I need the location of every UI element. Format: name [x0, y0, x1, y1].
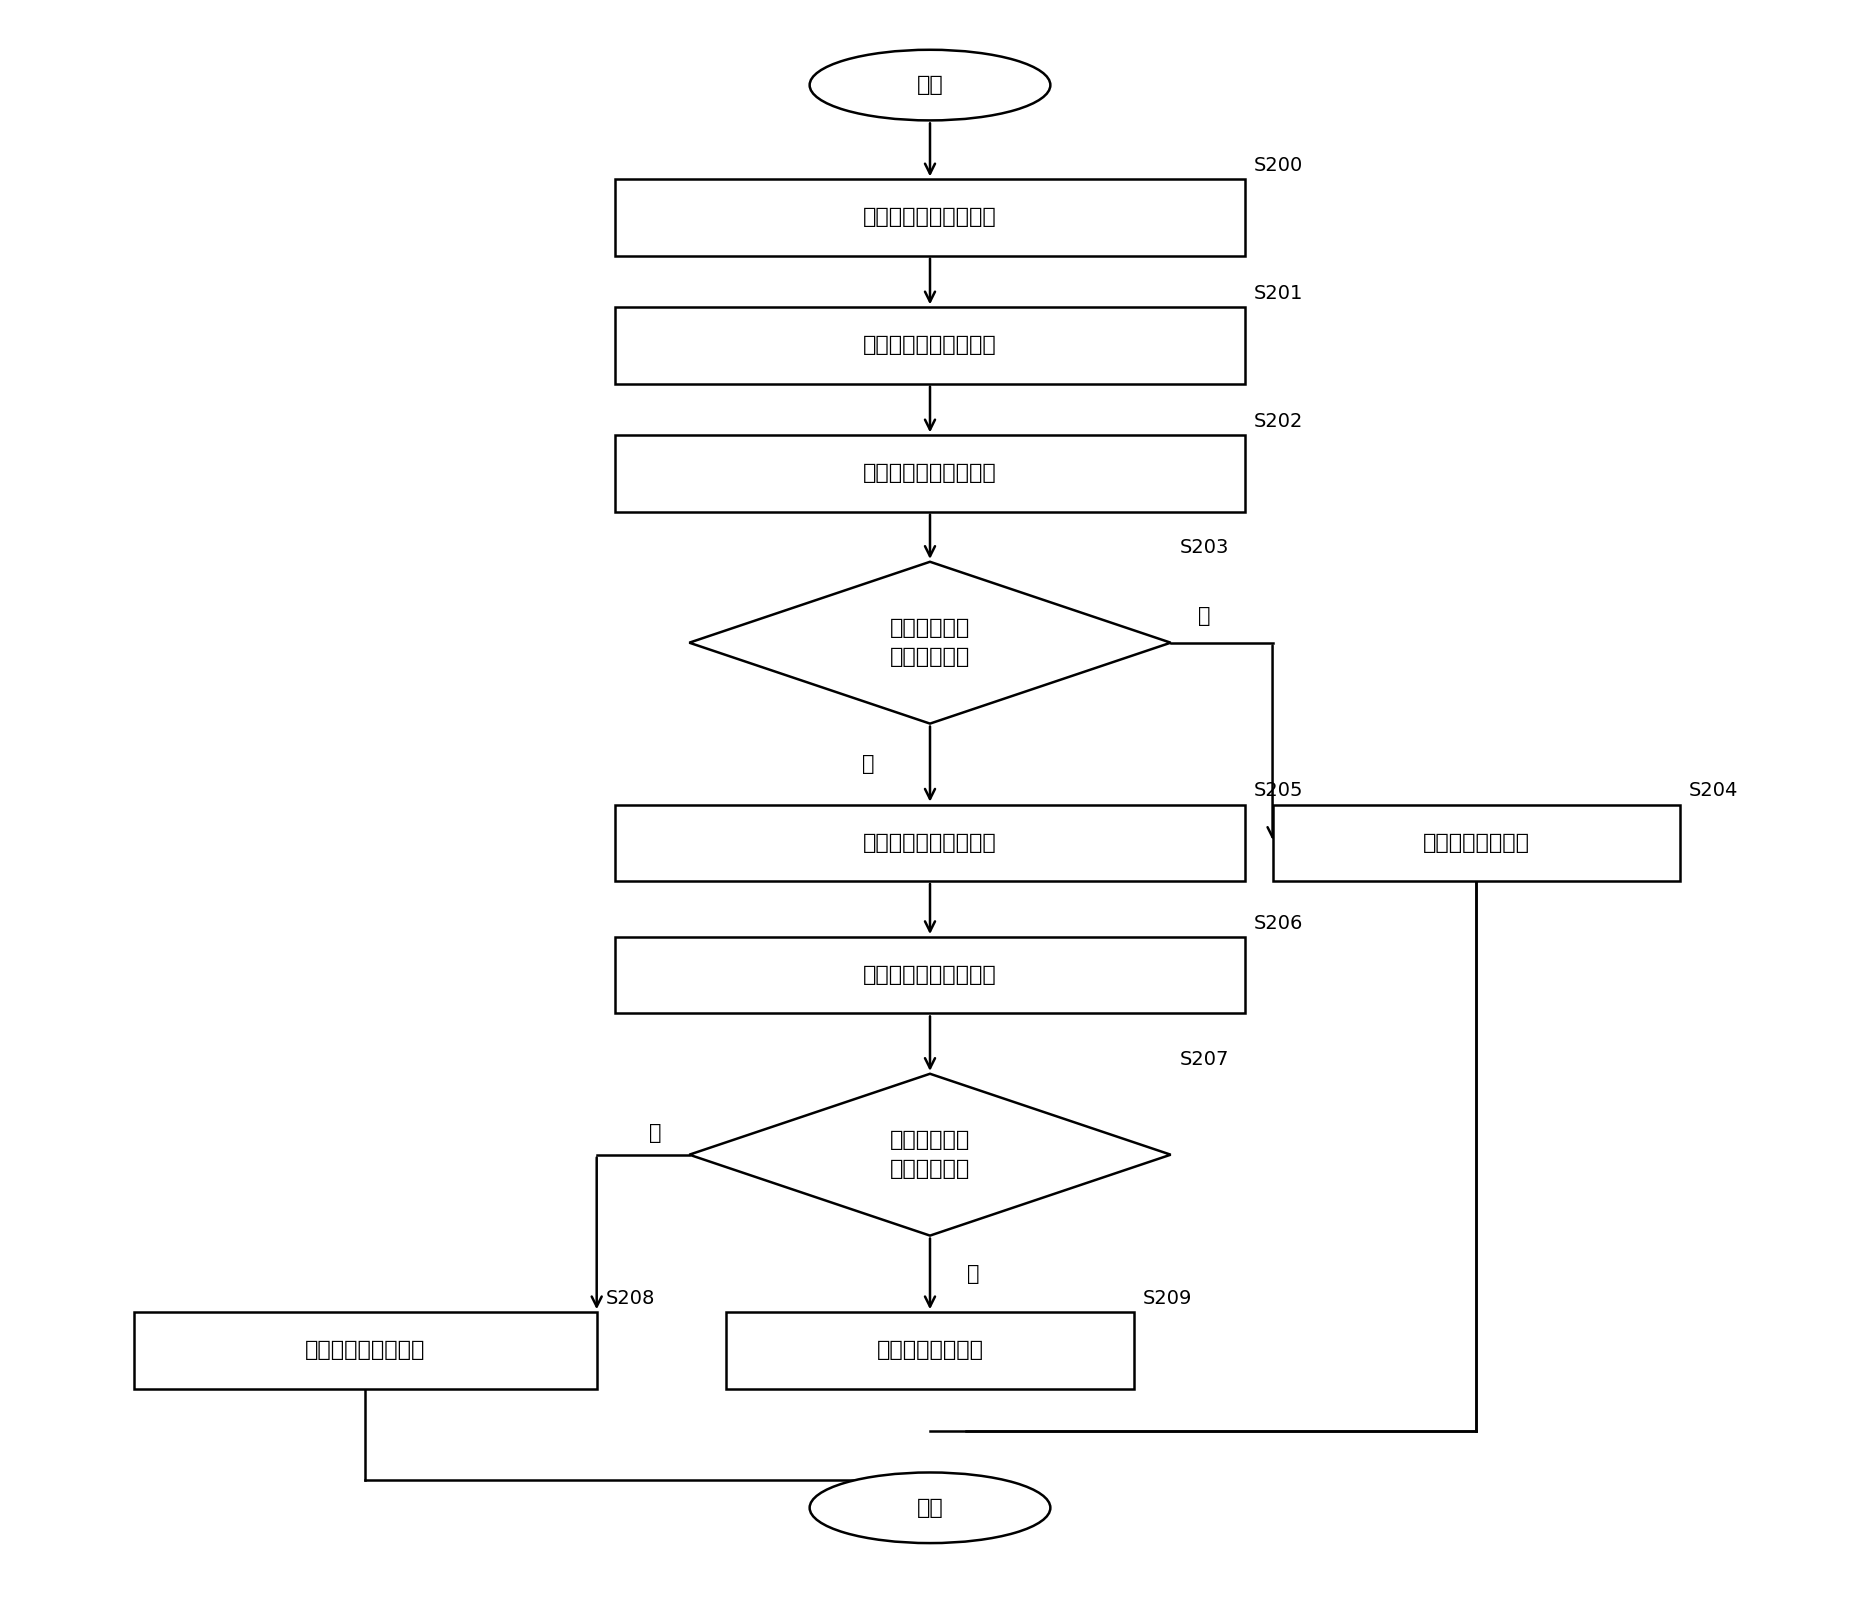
Text: 第一终端获取支付权限: 第一终端获取支付权限 — [863, 335, 997, 356]
Text: 开始: 开始 — [917, 76, 943, 95]
FancyBboxPatch shape — [134, 1312, 597, 1388]
FancyBboxPatch shape — [616, 804, 1244, 882]
Text: 第一终端是否
收到支付通知: 第一终端是否 收到支付通知 — [889, 1130, 971, 1180]
Polygon shape — [690, 1074, 1170, 1236]
Text: S201: S201 — [1254, 284, 1304, 303]
Text: S206: S206 — [1254, 914, 1304, 932]
Text: 结束: 结束 — [917, 1498, 943, 1519]
FancyBboxPatch shape — [1272, 804, 1680, 882]
Text: S203: S203 — [1179, 538, 1229, 558]
Text: S200: S200 — [1254, 156, 1304, 174]
Text: S205: S205 — [1254, 782, 1304, 800]
Text: S204: S204 — [1689, 782, 1739, 800]
FancyBboxPatch shape — [616, 308, 1244, 384]
Text: 第二终端设置支付权限: 第二终端设置支付权限 — [863, 208, 997, 227]
Polygon shape — [690, 561, 1170, 724]
Text: S207: S207 — [1179, 1051, 1229, 1069]
Ellipse shape — [809, 1472, 1051, 1543]
Text: S208: S208 — [606, 1288, 655, 1307]
Text: 第一终端进行支付: 第一终端进行支付 — [1423, 833, 1529, 853]
Text: 否: 否 — [1198, 606, 1211, 625]
Text: 是: 是 — [967, 1264, 980, 1283]
Text: 第一终端不进行支付: 第一终端不进行支付 — [305, 1340, 426, 1361]
Ellipse shape — [809, 50, 1051, 121]
Text: 第一终端接收付款通知: 第一终端接收付款通知 — [863, 464, 997, 484]
Text: S202: S202 — [1254, 411, 1304, 430]
FancyBboxPatch shape — [616, 435, 1244, 511]
FancyBboxPatch shape — [616, 937, 1244, 1014]
Text: 第一终端进行支付: 第一终端进行支付 — [876, 1340, 984, 1361]
Text: 第一终端发送支付请求: 第一终端发送支付请求 — [863, 833, 997, 853]
Text: 是: 是 — [861, 754, 874, 774]
FancyBboxPatch shape — [725, 1312, 1135, 1388]
Text: S209: S209 — [1142, 1288, 1192, 1307]
Text: 否: 否 — [649, 1122, 662, 1143]
Text: 支付金额是否
超过支付权限: 支付金额是否 超过支付权限 — [889, 617, 971, 667]
Text: 第二终端反馈支付通知: 第二终端反馈支付通知 — [863, 966, 997, 985]
FancyBboxPatch shape — [616, 179, 1244, 256]
